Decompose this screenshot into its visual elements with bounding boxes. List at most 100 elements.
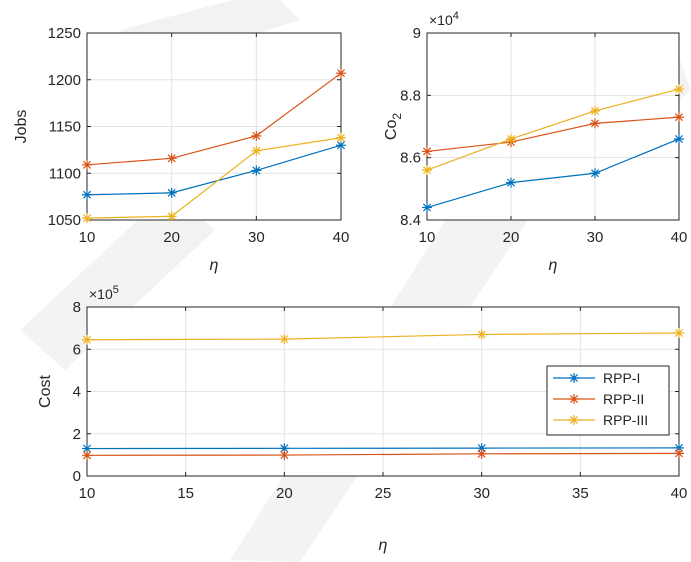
y-tick-label: 8.4 [400,212,421,229]
data-point [336,140,346,151]
x-axis-label: η [379,537,388,554]
series-line [426,116,680,153]
series-line [86,452,680,456]
x-tick-label: 30 [248,229,265,246]
y-tick-label: 9 [413,25,421,42]
x-tick-label: 10 [419,229,436,246]
data-point [279,443,290,454]
legend-swatch-marker [569,394,579,404]
legend-entry: RPP-I [553,370,640,386]
y-axis-label: Cost [37,375,54,408]
data-point [251,130,262,141]
series-line [86,144,342,196]
y-tick-label: 1250 [48,25,81,42]
y-axis-label: Jobs [13,110,30,144]
axis-multiplier: ×104 [429,10,459,28]
axis-multiplier-exponent: 5 [113,284,119,296]
data-point [674,327,684,338]
legend: RPP-I RPP-II RPP-III [546,365,670,436]
x-tick-label: 20 [163,229,180,246]
data-point [166,153,177,164]
data-point [422,146,432,157]
data-point [476,448,487,459]
legend-label: RPP-II [603,391,644,407]
series-line [86,137,342,219]
y-tick-label: 8.6 [400,150,421,167]
watermark-shape-1 [20,190,215,370]
data-point [336,68,346,79]
y-tick-label: 0 [73,468,81,485]
data-point [166,187,177,198]
chart-cost: 10 15 20 25 30 35 4002468ηCost×105RPP-IRPP-IIR… [37,284,687,554]
axis-multiplier-exponent: 4 [453,10,459,22]
data-point [279,450,290,461]
x-tick-label: 40 [671,485,688,502]
data-point [674,442,684,453]
data-point [422,165,432,176]
y-axis-label-text: Cost [37,375,54,408]
y-tick-label: 6 [73,341,81,358]
x-tick-label: 40 [671,229,688,246]
x-tick-label: 10 [79,485,96,502]
chart-co2: 10 20 30 40 8.4 8.6 8.8 9 η Co2 ×104 [383,10,687,274]
data-point [674,84,684,95]
data-point [674,112,684,123]
data-point [674,448,684,459]
x-axis-label: η [210,257,219,274]
data-point [506,133,516,144]
y-tick-label: 4 [73,384,81,401]
data-point [251,165,262,176]
series-rpp-ii [82,448,684,461]
series-line [86,332,680,341]
legend-swatch-marker [569,415,579,425]
data-point [590,105,600,116]
legend-label: RPP-III [603,412,648,428]
y-axis-label-subscript: 2 [390,113,404,120]
series-rpp-iii [422,84,684,176]
y-axis-label-text: Jobs [13,110,30,144]
data-point [476,443,487,454]
axis-multiplier: ×105 [89,284,119,302]
y-tick-label: 1050 [48,212,81,229]
data-point [590,118,600,129]
series-rpp-i [422,133,684,213]
data-point [82,213,92,224]
x-tick-label: 10 [79,229,96,246]
data-point [82,443,92,454]
data-point [476,329,487,340]
x-tick-label: 20 [503,229,520,246]
data-point [82,189,92,200]
legend-entry: RPP-III [553,412,648,428]
legend-swatch-marker [569,373,579,383]
x-axis-label: η [549,257,558,274]
data-point [506,177,516,188]
series-line [86,447,680,450]
legend-label: RPP-I [603,370,640,386]
series-line [426,88,680,171]
y-tick-label: 8.8 [400,87,421,104]
data-point [82,334,92,345]
x-tick-label: 25 [375,485,392,502]
series-rpp-ii [82,68,346,170]
data-point [422,202,432,213]
series-rpp-iii [82,327,684,345]
plot-area [427,33,679,220]
axes-box [426,32,680,221]
data-point [82,450,92,461]
x-tick-label: 30 [587,229,604,246]
x-tick-label: 35 [572,485,589,502]
data-point [590,168,600,179]
data-point [674,133,684,144]
axis-multiplier-base: ×10 [89,286,113,302]
legend-entry: RPP-II [553,391,644,407]
y-tick-label: 1150 [49,119,81,136]
x-tick-label: 15 [177,485,194,502]
series-rpp-i [82,140,346,200]
y-axis-label: Co2 [383,113,404,140]
series-rpp-i [82,442,684,454]
y-axis-label-text: Co [383,120,400,141]
series-line [426,138,680,209]
data-point [251,145,262,156]
data-point [82,159,92,170]
